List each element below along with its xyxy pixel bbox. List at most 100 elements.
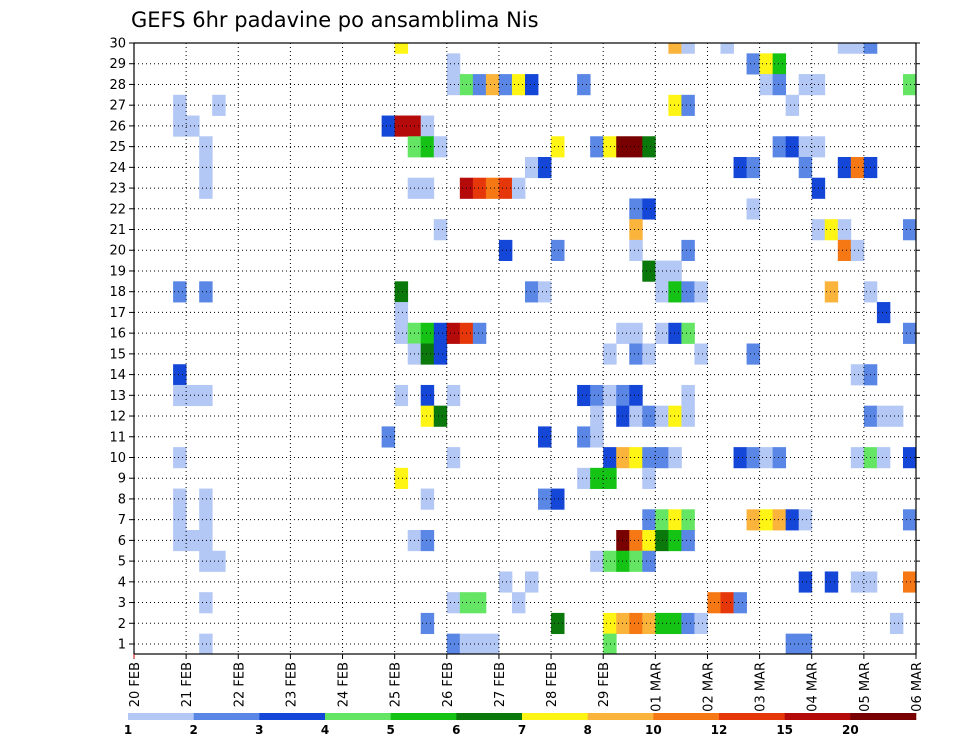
heatmap-cell bbox=[485, 177, 500, 199]
heatmap-cell bbox=[629, 198, 643, 220]
heatmap-cell bbox=[863, 43, 878, 54]
heatmap-cell bbox=[173, 281, 187, 303]
heatmap-cell bbox=[642, 447, 656, 469]
heatmap-cell bbox=[785, 509, 800, 531]
heatmap-cell bbox=[733, 447, 747, 469]
x-tick-label: 05 MAR bbox=[858, 662, 873, 712]
heatmap-cell bbox=[824, 219, 839, 241]
chart-title: GEFS 6hr padavine po ansamblima Nis bbox=[131, 8, 539, 32]
legend-swatch bbox=[325, 713, 391, 720]
heatmap-cell bbox=[472, 592, 487, 614]
heatmap-cell bbox=[642, 530, 656, 552]
heatmap-cell bbox=[681, 612, 695, 635]
heatmap-cell bbox=[668, 260, 682, 282]
heatmap-cell bbox=[420, 488, 435, 510]
heatmap-cell bbox=[577, 384, 591, 407]
heatmap-cell bbox=[629, 136, 643, 158]
heatmap-cell bbox=[629, 322, 643, 344]
heatmap-cell bbox=[433, 136, 448, 158]
heatmap-cell bbox=[681, 94, 695, 116]
y-tick-label: 19 bbox=[109, 264, 126, 279]
legend-swatch bbox=[653, 713, 720, 720]
y-tick-label: 22 bbox=[109, 202, 126, 217]
heatmap-cell bbox=[590, 405, 604, 427]
heatmap-cell bbox=[381, 426, 396, 448]
heatmap-cell bbox=[629, 550, 643, 572]
x-tick-label: 04 MAR bbox=[806, 662, 821, 712]
heatmap-cell bbox=[603, 467, 617, 489]
heatmap-cell bbox=[733, 592, 747, 614]
heatmap-cell bbox=[199, 384, 213, 407]
heatmap-cell bbox=[420, 612, 435, 635]
heatmap-cell bbox=[433, 322, 448, 344]
y-tick-label: 3 bbox=[118, 596, 126, 611]
heatmap-cell bbox=[876, 447, 891, 469]
heatmap-cell bbox=[199, 136, 213, 158]
heatmap-cell bbox=[642, 509, 656, 531]
heatmap-cell bbox=[837, 239, 852, 261]
legend-swatch bbox=[259, 713, 326, 720]
y-tick-label: 28 bbox=[109, 78, 126, 93]
heatmap-cell bbox=[629, 343, 643, 365]
heatmap-cell bbox=[199, 177, 213, 199]
heatmap-cell bbox=[186, 530, 200, 552]
heatmap-cell bbox=[525, 74, 539, 96]
x-tick-label: 20 FEB bbox=[128, 662, 143, 707]
heatmap-cell bbox=[394, 302, 409, 324]
plot-frame bbox=[133, 42, 917, 655]
heatmap-cell bbox=[850, 43, 865, 54]
legend-label: 15 bbox=[776, 723, 793, 737]
heatmap-cell bbox=[173, 94, 187, 116]
heatmap-cell bbox=[199, 530, 213, 552]
heatmap-cell bbox=[420, 115, 435, 137]
heatmap-cell bbox=[668, 281, 682, 303]
heatmap-cell bbox=[394, 43, 409, 54]
heatmap-cell bbox=[642, 136, 656, 158]
heatmap-cell bbox=[603, 343, 617, 365]
y-tick-label: 1 bbox=[118, 638, 126, 653]
heatmap-cell bbox=[642, 405, 656, 427]
heatmap-cell bbox=[720, 592, 734, 614]
y-tick-label: 29 bbox=[109, 57, 126, 72]
legend-label: 5 bbox=[386, 723, 394, 737]
x-tick-label: 25 FEB bbox=[389, 662, 404, 707]
legend-label: 7 bbox=[518, 723, 526, 737]
y-tick-label: 24 bbox=[109, 161, 126, 176]
heatmap-cell bbox=[420, 322, 435, 344]
heatmap-cell bbox=[485, 74, 500, 96]
legend-swatch bbox=[850, 713, 917, 720]
heatmap-cell bbox=[746, 198, 760, 220]
heatmap-cell bbox=[446, 592, 461, 614]
grid-layer bbox=[134, 42, 916, 654]
heatmap-cell bbox=[420, 405, 435, 427]
legend-label: 1 bbox=[124, 723, 132, 737]
heatmap-cell bbox=[746, 156, 760, 179]
heatmap-cell bbox=[681, 281, 695, 303]
heatmap-cell bbox=[199, 633, 213, 655]
heatmap-cell bbox=[173, 509, 187, 531]
heatmap-cell bbox=[642, 612, 656, 635]
heatmap-cell bbox=[772, 136, 787, 158]
heatmap-cell bbox=[850, 156, 865, 179]
legend-label: 10 bbox=[645, 723, 662, 737]
heatmap-cell bbox=[746, 509, 760, 531]
heatmap-cell bbox=[603, 447, 617, 469]
heatmap-cell bbox=[199, 509, 213, 531]
heatmap-cell bbox=[446, 633, 461, 655]
heatmap-cell bbox=[668, 43, 682, 54]
x-tick-label: 03 MAR bbox=[754, 662, 769, 712]
heatmap-cell bbox=[850, 239, 865, 261]
heatmap-cell bbox=[772, 509, 787, 531]
heatmap-cell bbox=[746, 447, 760, 469]
heatmap-cell bbox=[668, 405, 682, 427]
heatmap-cell bbox=[433, 343, 448, 365]
heatmap-cell bbox=[681, 405, 695, 427]
heatmap-cell bbox=[420, 136, 435, 158]
heatmap-cell bbox=[668, 447, 682, 469]
heatmap-cell bbox=[446, 322, 461, 344]
x-tick-label: 23 FEB bbox=[284, 662, 299, 707]
heatmap-cell bbox=[446, 384, 461, 407]
heatmap-cell bbox=[889, 612, 904, 635]
y-tick-label: 9 bbox=[118, 472, 126, 487]
heatmap-cell bbox=[394, 115, 409, 137]
